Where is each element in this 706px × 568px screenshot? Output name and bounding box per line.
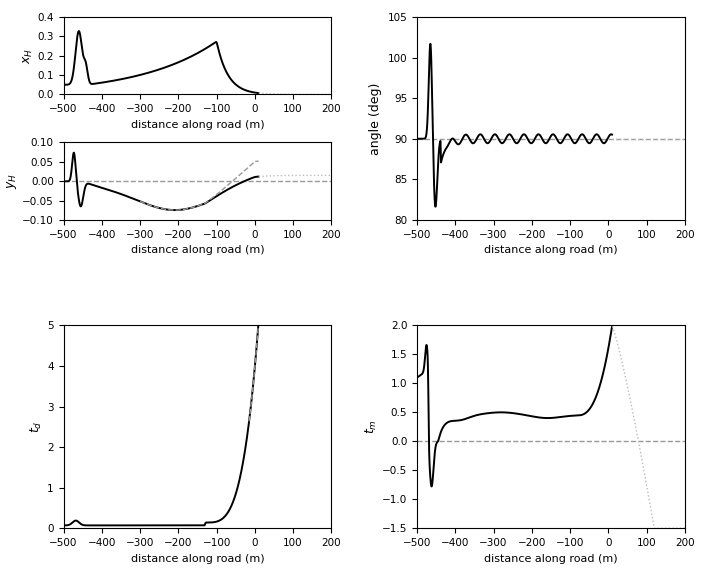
X-axis label: distance along road (m): distance along road (m) (131, 554, 264, 563)
X-axis label: distance along road (m): distance along road (m) (484, 554, 618, 563)
X-axis label: distance along road (m): distance along road (m) (131, 120, 264, 130)
Y-axis label: $t_m$: $t_m$ (364, 419, 379, 434)
X-axis label: distance along road (m): distance along road (m) (484, 245, 618, 255)
Y-axis label: $y_H$: $y_H$ (5, 173, 19, 189)
Y-axis label: angle (deg): angle (deg) (369, 82, 382, 154)
Y-axis label: $x_H$: $x_H$ (21, 48, 35, 64)
Y-axis label: $t_d$: $t_d$ (30, 420, 44, 433)
X-axis label: distance along road (m): distance along road (m) (131, 245, 264, 255)
